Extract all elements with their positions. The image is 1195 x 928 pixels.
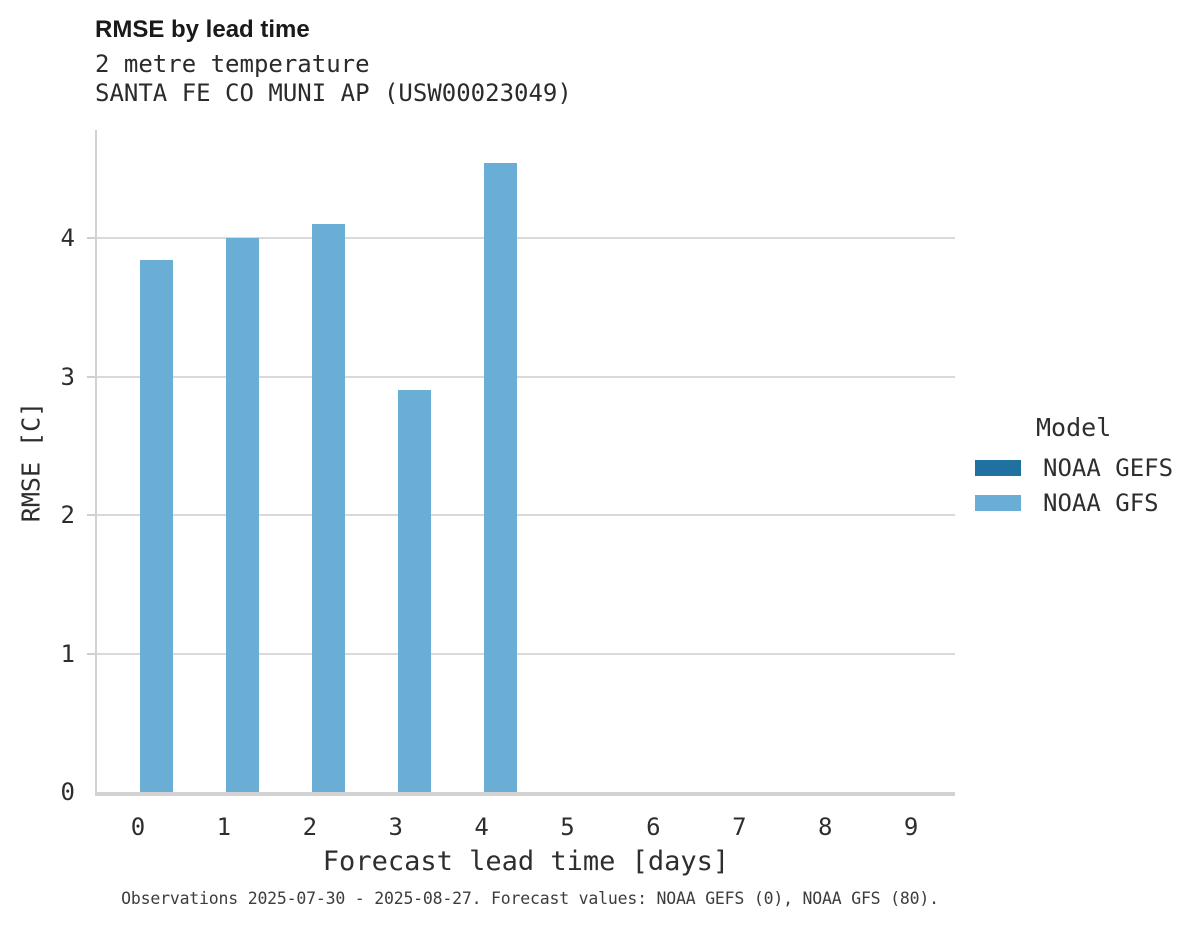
bar-noaa-gfs-day-3 xyxy=(397,390,431,792)
y-tick-mark-1 xyxy=(87,652,95,655)
bar-noaa-gfs-day-0 xyxy=(140,260,173,792)
x-tick-label-4: 4 xyxy=(474,813,489,841)
legend-label: NOAA GFS xyxy=(1043,489,1159,517)
legend-swatch-icon xyxy=(975,495,1021,511)
chart-subtitle-variable: 2 metre temperature xyxy=(95,50,370,78)
plot-area xyxy=(87,130,955,796)
x-tick-label-1: 1 xyxy=(216,813,232,841)
gridline-y-4 xyxy=(97,237,955,239)
chart-subtitle-station: SANTA FE CO MUNI AP (USW00023049) xyxy=(95,79,572,107)
y-tick-mark-2 xyxy=(87,514,95,516)
y-tick-label-4: 4 xyxy=(60,224,75,252)
legend: Model NOAA GEFS NOAA GFS xyxy=(970,413,1195,526)
legend-entry-noaa-gfs: NOAA GFS xyxy=(970,491,1195,515)
y-tick-label-0: 0 xyxy=(60,778,75,806)
legend-title: Model xyxy=(1036,413,1112,442)
legend-entry-noaa-gefs: NOAA GEFS xyxy=(970,456,1195,480)
y-tick-mark-3 xyxy=(87,375,95,378)
footnote: Observations 2025-07-30 - 2025-08-27. Fo… xyxy=(121,889,939,908)
x-tick-label-7: 7 xyxy=(732,813,747,841)
x-tick-label-9: 9 xyxy=(903,813,919,841)
gridline-y-1 xyxy=(97,652,955,655)
legend-entries: NOAA GEFS NOAA GFS xyxy=(970,456,1195,515)
y-tick-label-3: 3 xyxy=(60,362,75,391)
bar-noaa-gfs-day-2 xyxy=(311,224,345,792)
bar-noaa-gfs-day-1 xyxy=(225,238,259,792)
chart-title: RMSE by lead time xyxy=(95,16,310,43)
x-tick-label-5: 5 xyxy=(560,813,575,841)
legend-label: NOAA GEFS xyxy=(1043,454,1174,482)
y-tick-mark-4 xyxy=(87,237,95,239)
gridline-y-2 xyxy=(97,514,955,516)
x-tick-label-6: 6 xyxy=(646,813,661,841)
y-tick-label-2: 2 xyxy=(60,501,75,529)
legend-swatch-icon xyxy=(975,460,1021,476)
x-tick-label-0: 0 xyxy=(130,813,146,841)
x-axis-title: Forecast lead time [days] xyxy=(322,846,730,877)
x-tick-label-3: 3 xyxy=(388,813,403,841)
gridline-y-3 xyxy=(97,375,955,378)
x-tick-label-8: 8 xyxy=(817,813,833,841)
x-tick-label-2: 2 xyxy=(302,813,318,841)
bar-noaa-gfs-day-4 xyxy=(483,163,517,792)
y-tick-label-1: 1 xyxy=(60,639,75,668)
